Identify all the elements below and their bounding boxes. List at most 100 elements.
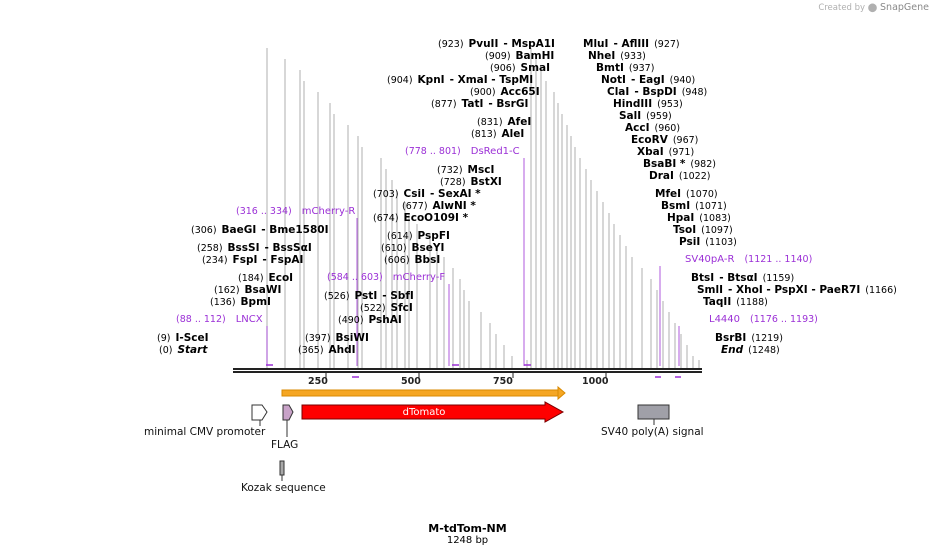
enzyme-partner: - SexAI * xyxy=(430,188,481,200)
site-position: (831) xyxy=(477,117,503,128)
brand-created-by: Created by xyxy=(818,3,866,13)
enzyme-name: BsmI xyxy=(661,200,691,212)
site-position: (1070) xyxy=(686,189,718,200)
primer-marks xyxy=(266,364,681,378)
site-label: (610) BseYI xyxy=(381,242,444,255)
site-label: (490) PshAI xyxy=(338,314,402,327)
site-position: (614) xyxy=(387,231,413,242)
primer-name: mCherry-F xyxy=(392,272,446,283)
enzyme-name: EcoO109I * xyxy=(403,212,469,224)
site-position: (982) xyxy=(690,159,716,170)
enzyme-name: PshAI xyxy=(368,314,402,326)
enzyme-name: AccI xyxy=(625,122,650,134)
cmv-promoter-shape xyxy=(251,404,268,421)
site-label: EcoRV (967) xyxy=(631,134,698,147)
site-label: (522) SfcI xyxy=(360,302,413,315)
site-label: (732) MscI xyxy=(437,164,494,177)
site-position: (906) xyxy=(490,63,516,74)
primer-label: (584 .. 603) mCherry-F xyxy=(327,272,445,284)
site-label: (162) BsaWI xyxy=(214,284,281,297)
site-position: (959) xyxy=(646,111,672,122)
enzyme-name: Start xyxy=(177,344,208,356)
enzyme-name: HindIII xyxy=(613,98,653,110)
site-position: (526) xyxy=(324,291,350,302)
feature-label-flag: FLAG xyxy=(271,439,299,451)
ruler-ticks xyxy=(325,373,607,378)
enzyme-partner: - XhoI - PspXI - PaeR7I xyxy=(728,284,861,296)
site-position: (703) xyxy=(373,189,399,200)
site-label: (877) TatI - BsrGI xyxy=(431,98,528,111)
site-position: (960) xyxy=(654,123,681,134)
plasmid-name: M-tdTom-NM xyxy=(428,522,507,535)
site-position: (1022) xyxy=(678,171,711,182)
enzyme-name: MluI xyxy=(583,38,609,50)
sv40-polya-shape xyxy=(637,404,670,420)
site-label: (831) AfeI xyxy=(477,116,531,129)
site-label: BtsI - BtsαI (1159) xyxy=(691,272,794,285)
site-label: XbaI (971) xyxy=(637,146,694,159)
enzyme-name: PsiI xyxy=(679,236,701,248)
enzyme-partner: - BtsαI xyxy=(719,272,758,284)
site-position: (234) xyxy=(202,255,228,266)
site-label: NotI - EagI (940) xyxy=(601,74,695,87)
site-position: (1103) xyxy=(705,237,737,248)
site-label: NheI (933) xyxy=(588,50,646,63)
site-label: (906) SmaI xyxy=(490,62,550,75)
snapgene-logo-icon: ⬤ xyxy=(867,3,878,13)
site-position: (923) xyxy=(438,39,464,50)
site-label: ClaI - BspDI (948) xyxy=(607,86,707,99)
snapgene-brand: Created by ⬤ SnapGene xyxy=(818,2,929,13)
primer-label: SV40pA-R (1121 .. 1140) xyxy=(685,254,812,266)
primer-name: LNCX xyxy=(235,314,263,325)
site-label: HindIII (953) xyxy=(613,98,683,111)
enzyme-name: I-SceI xyxy=(175,332,209,344)
enzyme-partner: - SbfI xyxy=(382,290,414,302)
enzyme-partner: - AflIII xyxy=(613,38,650,50)
ruler-tick-500: 500 xyxy=(401,376,421,387)
site-label: (674) EcoO109I * xyxy=(373,212,468,225)
site-position: (365) xyxy=(298,345,324,356)
enzyme-name: FspI xyxy=(232,254,258,266)
site-label: (9) I-SceI xyxy=(157,332,209,345)
site-label: (703) CsiI - SexAI * xyxy=(373,188,481,201)
site-position: (610) xyxy=(381,243,407,254)
site-position: (522) xyxy=(360,303,386,314)
site-label: (904) KpnI - XmaI - TspMI xyxy=(387,74,533,87)
kozak-shape xyxy=(279,460,285,476)
enzyme-name: MscI xyxy=(467,164,495,176)
site-position: (933) xyxy=(620,51,646,62)
site-position: (1219) xyxy=(751,333,783,344)
site-label: (306) BaeGI - Bme1580I xyxy=(191,224,329,237)
enzyme-name: BsrBI xyxy=(715,332,747,344)
site-position: (813) xyxy=(471,129,497,140)
feature-label-kozak: Kozak sequence xyxy=(241,482,326,494)
enzyme-partner: - EagI xyxy=(630,74,665,86)
site-leader-lines xyxy=(266,48,700,368)
enzyme-name: BaeGI xyxy=(221,224,257,236)
enzyme-name: BseYI xyxy=(411,242,445,254)
enzyme-name: BssSI xyxy=(227,242,260,254)
site-label: BsrBI (1219) xyxy=(715,332,783,345)
backbone-strand-bottom xyxy=(233,371,702,373)
site-position: (1097) xyxy=(701,225,733,236)
enzyme-name: AlwNI * xyxy=(432,200,476,212)
site-label: (923) PvuII - MspA1I xyxy=(438,38,555,51)
feature-label-sv40-polya: SV40 poly(A) signal xyxy=(601,426,704,438)
enzyme-partner: - FspAI xyxy=(262,254,304,266)
site-label: (365) AhdI xyxy=(298,344,356,357)
primer-label: (88 .. 112) LNCX xyxy=(176,314,263,326)
primer-range: (1121 .. 1140) xyxy=(744,254,813,265)
enzyme-name: ClaI xyxy=(607,86,630,98)
site-label: (677) AlwNI * xyxy=(402,200,476,213)
enzyme-name: BsaWI xyxy=(244,284,282,296)
site-position: (184) xyxy=(238,273,264,284)
ruler-tick-750: 750 xyxy=(493,376,513,387)
site-position: (937) xyxy=(628,63,655,74)
enzyme-name: PvuII xyxy=(468,38,499,50)
site-position: (674) xyxy=(373,213,399,224)
site-position: (9) xyxy=(157,333,171,344)
primer-range: (584 .. 603) xyxy=(327,272,383,283)
primer-range: (1176 .. 1193) xyxy=(750,314,818,325)
site-label: BsmI (1071) xyxy=(661,200,727,213)
